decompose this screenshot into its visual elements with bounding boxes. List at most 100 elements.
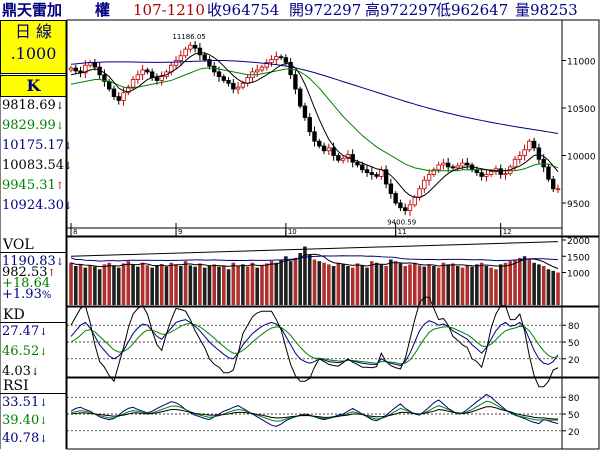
candle-body — [92, 62, 98, 68]
volume-value: 量98253 — [515, 1, 578, 19]
rsi-value: 39.40↓ — [2, 413, 48, 428]
volume-bar — [69, 262, 73, 305]
candle-body — [488, 171, 494, 175]
volume-bar — [350, 267, 355, 305]
volume-bar — [255, 267, 260, 305]
candle-body — [326, 147, 332, 152]
y-tick-label: 11000 — [567, 58, 596, 68]
volume-bar — [436, 267, 441, 305]
rsi-panel-title: RSI — [0, 378, 67, 394]
volume-bar — [188, 265, 193, 305]
candle-body — [398, 202, 403, 209]
volume-bar — [298, 253, 302, 305]
candle-body — [226, 80, 231, 84]
rsi-series-1 — [70, 400, 558, 422]
volume-bar — [169, 262, 174, 305]
volume-bar — [293, 257, 298, 305]
k-label: K — [26, 76, 41, 95]
volume-bar — [88, 265, 92, 305]
volume-bar — [479, 262, 484, 305]
candle-body — [264, 62, 269, 68]
period-box[interactable]: 日 線 .1000 — [0, 20, 67, 74]
candle-body — [255, 69, 260, 73]
volume-bar — [150, 267, 154, 305]
price-annotation: 9400.59 — [387, 219, 416, 227]
candle-body — [374, 174, 379, 177]
volume-bar — [231, 262, 236, 305]
volume-bar — [107, 262, 111, 305]
candle-body — [317, 140, 322, 147]
y-tick-label: 10500 — [567, 105, 596, 115]
volume-bar — [327, 264, 331, 305]
candle-body — [445, 162, 451, 168]
stock-type: 權 — [95, 1, 111, 19]
candle-body — [479, 172, 484, 177]
rsi-label: RSI — [3, 378, 29, 394]
volume-bar — [269, 261, 274, 305]
volume-bar — [303, 246, 307, 305]
ma-value: 9829.99↓ — [2, 118, 65, 133]
x-tick-label: 12 — [503, 228, 512, 236]
volume-panel-frame — [66, 236, 600, 307]
volume-bar — [193, 266, 197, 305]
volume-bar — [360, 265, 365, 305]
volume-bar — [312, 259, 317, 305]
candle-body — [436, 164, 441, 171]
volume-bar — [460, 267, 465, 305]
candle-body — [307, 117, 312, 133]
volume-bar — [508, 261, 513, 305]
x-tick-label: 10 — [288, 228, 297, 236]
candle-body — [293, 74, 298, 90]
ma-mid-line — [70, 67, 559, 172]
candle-body — [364, 169, 370, 173]
volume-bar — [398, 263, 403, 305]
candle-body — [412, 196, 417, 206]
candle-body — [83, 64, 88, 74]
volume-bar — [102, 264, 107, 305]
volume-bar — [446, 264, 450, 305]
candle-body — [212, 65, 217, 73]
kd-value: 46.52↓ — [2, 344, 48, 359]
volume-bar — [236, 266, 240, 305]
volume-bar — [284, 256, 288, 305]
y-tick-label: 80 — [568, 394, 580, 404]
candle-body — [130, 79, 136, 88]
volume-bar — [93, 266, 97, 305]
candle-body — [517, 155, 523, 160]
volume-bar — [121, 263, 126, 305]
ma-value: 10924.30↓ — [2, 198, 73, 213]
candle-body — [336, 155, 341, 161]
x-tick-label: 8 — [73, 228, 77, 236]
candle-body — [154, 77, 160, 81]
candle-body — [188, 44, 193, 50]
vol-label: VOL — [3, 237, 34, 253]
volume-bar — [126, 261, 131, 305]
candle-body — [393, 193, 398, 204]
candle-body — [555, 188, 561, 191]
volume-bar — [475, 264, 479, 305]
candle-body — [216, 71, 222, 78]
y-tick-label: 50 — [568, 411, 580, 421]
vol-ma-short-line — [70, 253, 559, 270]
candle-body — [102, 74, 107, 82]
candle-body — [149, 71, 155, 79]
volume-bar — [374, 262, 379, 305]
volume-bar — [522, 256, 527, 305]
y-tick-label: 1000 — [567, 270, 590, 280]
volume-bar — [331, 266, 336, 305]
candle-body — [498, 168, 503, 175]
candle-body — [312, 131, 317, 142]
volume-bar — [541, 266, 546, 305]
volume-bar — [226, 269, 231, 305]
candle-body — [484, 174, 489, 177]
candle-body — [240, 82, 246, 88]
volume-bar — [212, 264, 217, 305]
k-label-box[interactable]: K — [0, 75, 67, 97]
candle-body — [106, 81, 112, 90]
candle-body — [302, 105, 308, 118]
volume-bar — [179, 266, 183, 305]
candle-body — [441, 162, 446, 166]
vol-value: +1.93% — [2, 287, 52, 302]
candle-body — [422, 179, 427, 190]
